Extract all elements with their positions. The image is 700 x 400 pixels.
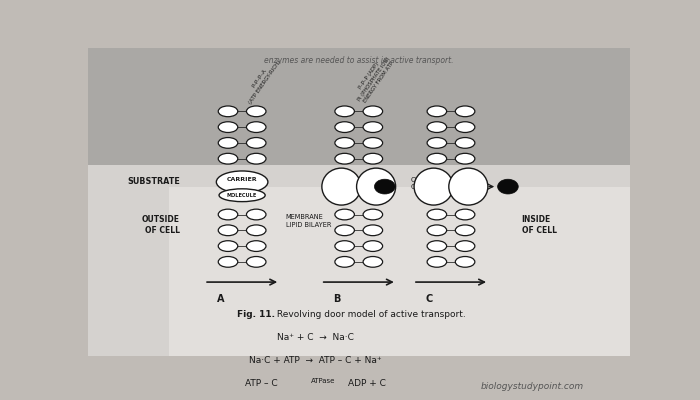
Ellipse shape [335,241,354,252]
Text: OUTSIDE
OF CELL: OUTSIDE OF CELL [141,215,180,235]
Ellipse shape [218,106,238,117]
Ellipse shape [246,225,266,236]
Ellipse shape [363,225,383,236]
Ellipse shape [335,153,354,164]
Ellipse shape [363,256,383,267]
Ellipse shape [455,153,475,164]
Ellipse shape [246,138,266,148]
Text: Na⁺ + C  →  Na·C: Na⁺ + C → Na·C [277,333,354,342]
Ellipse shape [374,179,395,194]
Ellipse shape [427,153,447,164]
Text: INSIDE
OF CELL: INSIDE OF CELL [522,215,556,235]
Ellipse shape [363,241,383,252]
Text: P–P–P–A
(ATP ENERGY-RICH): P–P–P–A (ATP ENERGY-RICH) [243,56,281,105]
Ellipse shape [218,209,238,220]
Text: SUBSTRATE: SUBSTRATE [127,178,180,186]
Ellipse shape [414,168,453,205]
Ellipse shape [335,106,354,117]
Ellipse shape [335,122,354,132]
Ellipse shape [335,209,354,220]
Text: P–P–P (ADP)
Pi (PHOSPHATE ION)
ENERGY FROM ATP: P–P–P (ADP) Pi (PHOSPHATE ION) ENERGY FR… [352,52,396,105]
Ellipse shape [219,189,265,202]
Bar [169,186,630,356]
Text: CARRIER: CARRIER [227,177,258,182]
Ellipse shape [363,122,383,132]
Ellipse shape [427,256,447,267]
Bar [88,48,630,165]
Text: C: C [426,294,433,304]
Ellipse shape [218,256,238,267]
Ellipse shape [335,225,354,236]
Text: CONFORMATIONAL
CHANGE: CONFORMATIONAL CHANGE [410,177,475,190]
Ellipse shape [427,138,447,148]
Ellipse shape [322,168,361,205]
Ellipse shape [455,106,475,117]
Ellipse shape [218,122,238,132]
Text: B: B [333,294,341,304]
Ellipse shape [455,225,475,236]
Ellipse shape [427,106,447,117]
Ellipse shape [363,106,383,117]
Ellipse shape [246,153,266,164]
Ellipse shape [427,241,447,252]
Ellipse shape [246,106,266,117]
Text: MEMBRANE
LIPID BILAYER: MEMBRANE LIPID BILAYER [286,214,331,228]
Ellipse shape [216,171,268,193]
Ellipse shape [427,122,447,132]
Ellipse shape [427,209,447,220]
Text: ATPase: ATPase [312,378,336,384]
Ellipse shape [218,138,238,148]
Ellipse shape [455,138,475,148]
Ellipse shape [335,138,354,148]
Text: enzymes are needed to assist in active transport.: enzymes are needed to assist in active t… [264,56,454,65]
Ellipse shape [246,209,266,220]
Ellipse shape [356,168,396,205]
Ellipse shape [335,256,354,267]
Ellipse shape [246,241,266,252]
Ellipse shape [363,153,383,164]
Ellipse shape [455,209,475,220]
Text: Fig. 11.: Fig. 11. [237,310,274,319]
Ellipse shape [246,256,266,267]
Ellipse shape [363,209,383,220]
Text: biologystudypoint.com: biologystudypoint.com [481,382,584,391]
Ellipse shape [246,122,266,132]
Ellipse shape [218,241,238,252]
Ellipse shape [455,256,475,267]
Ellipse shape [363,138,383,148]
Text: ADP + C: ADP + C [348,379,386,388]
Ellipse shape [455,241,475,252]
Ellipse shape [455,122,475,132]
Text: A: A [217,294,224,304]
Bar [88,165,630,356]
Ellipse shape [218,153,238,164]
Ellipse shape [498,179,518,194]
Ellipse shape [427,225,447,236]
Text: Na·C + ATP  →  ATP – C + Na⁺: Na·C + ATP → ATP – C + Na⁺ [249,356,382,365]
Ellipse shape [218,225,238,236]
Text: ATP – C: ATP – C [245,379,277,388]
Text: Revolving door model of active transport.: Revolving door model of active transport… [274,310,466,319]
Text: MOLECULE: MOLECULE [227,193,257,198]
Ellipse shape [449,168,488,205]
